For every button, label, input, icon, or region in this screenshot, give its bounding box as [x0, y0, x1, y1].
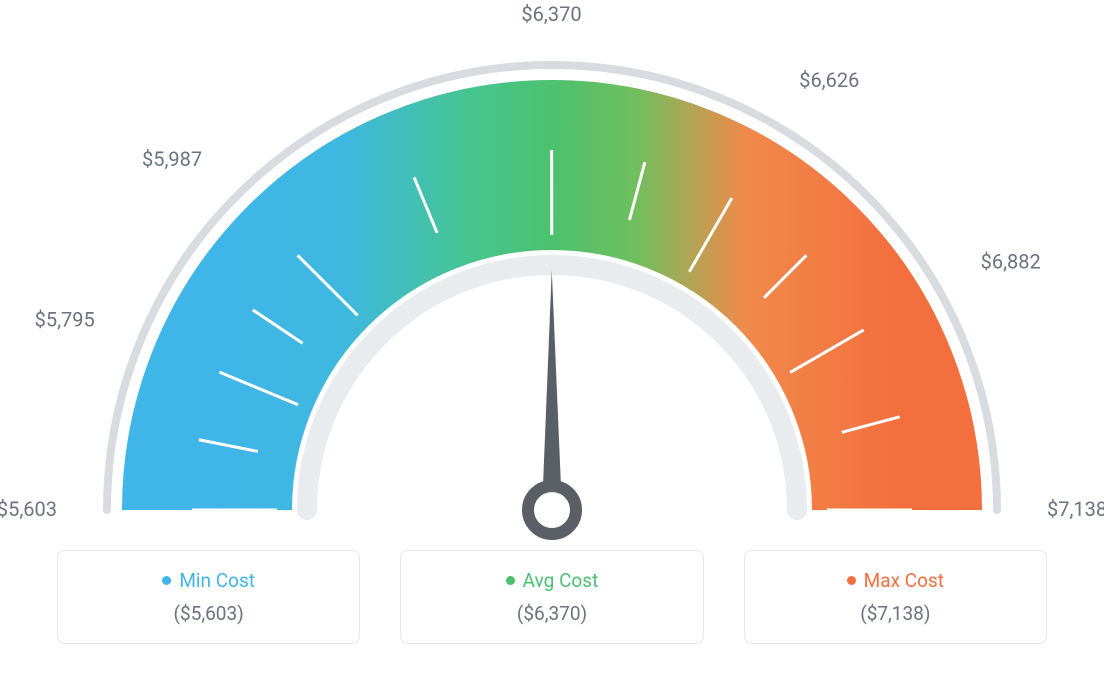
gauge-tick-label: $6,626 [799, 68, 859, 92]
min-dot-icon [162, 576, 171, 585]
gauge-tick-label: $6,882 [981, 249, 1041, 273]
gauge-tick-label: $5,603 [0, 497, 57, 521]
gauge-tick-label: $5,987 [142, 147, 202, 171]
max-cost-label: Max Cost [864, 569, 944, 592]
gauge-tick-label: $5,795 [35, 307, 95, 331]
avg-dot-icon [506, 576, 515, 585]
max-dot-icon [847, 576, 856, 585]
max-cost-value: ($7,138) [860, 602, 930, 625]
cost-gauge-chart: $5,603$5,795$5,987$6,370$6,626$6,882$7,1… [40, 20, 1064, 540]
gauge-tick-label: $7,138 [1047, 497, 1104, 521]
min-cost-header: Min Cost [162, 569, 255, 592]
max-cost-header: Max Cost [847, 569, 944, 592]
avg-cost-header: Avg Cost [506, 569, 599, 592]
gauge-svg: $5,603$5,795$5,987$6,370$6,626$6,882$7,1… [40, 30, 1064, 550]
min-cost-card: Min Cost ($5,603) [57, 550, 360, 644]
avg-cost-value: ($6,370) [517, 602, 587, 625]
avg-cost-card: Avg Cost ($6,370) [400, 550, 703, 644]
min-cost-label: Min Cost [179, 569, 255, 592]
gauge-tick-label: $6,370 [521, 2, 581, 26]
max-cost-card: Max Cost ($7,138) [744, 550, 1047, 644]
avg-cost-label: Avg Cost [523, 569, 599, 592]
min-cost-value: ($5,603) [174, 602, 244, 625]
summary-row: Min Cost ($5,603) Avg Cost ($6,370) Max … [57, 550, 1047, 644]
